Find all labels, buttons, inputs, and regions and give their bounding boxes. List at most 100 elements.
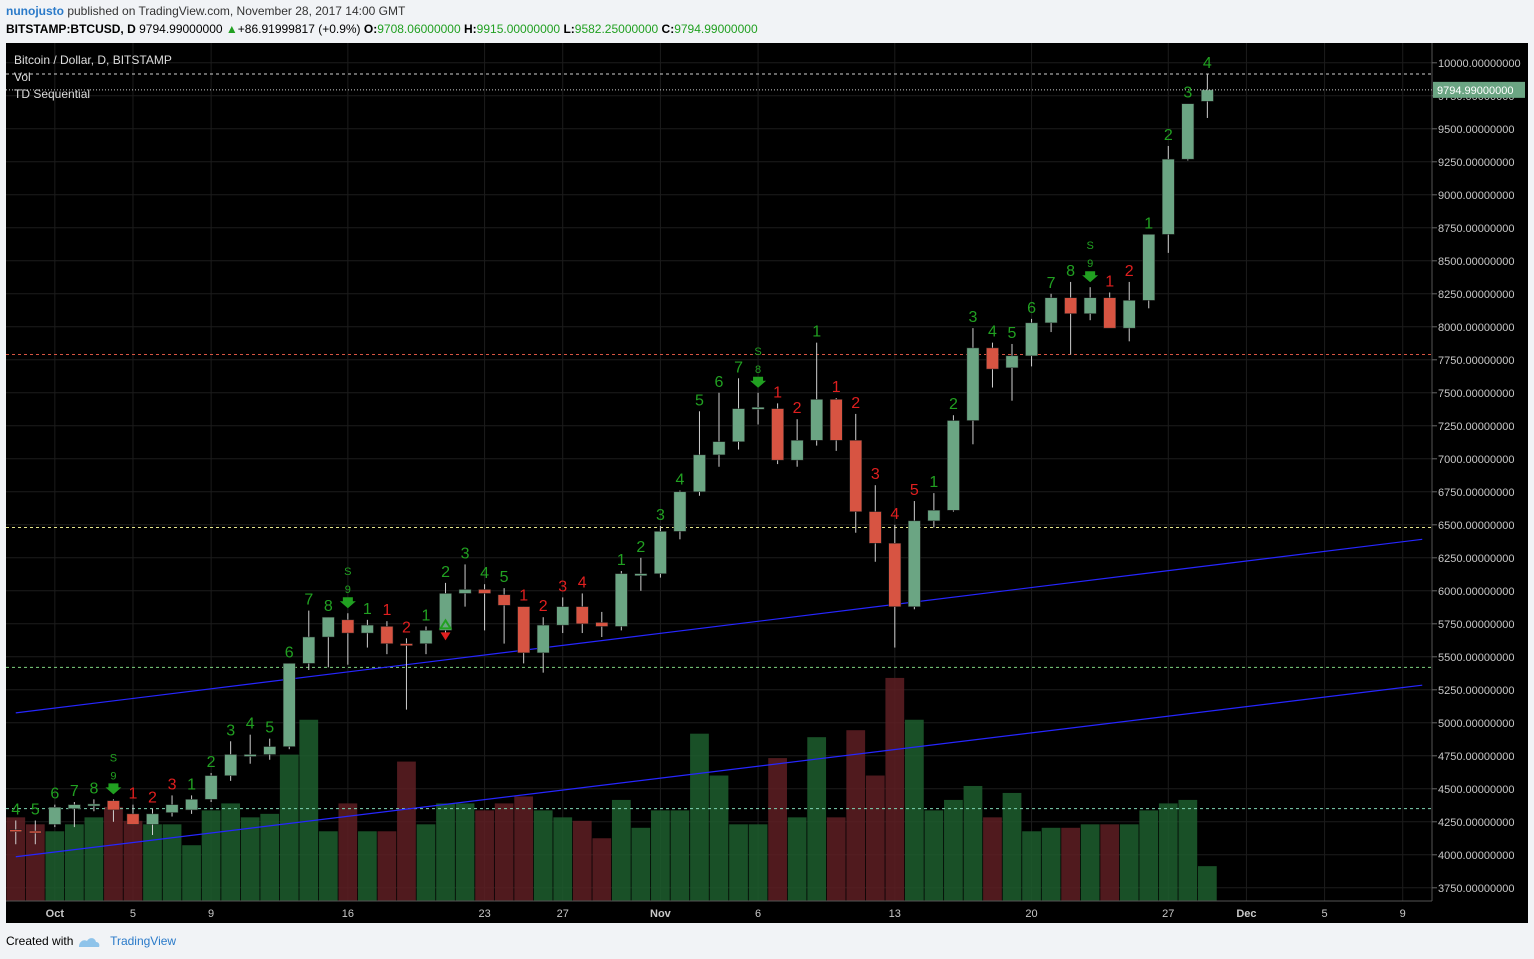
low-label: L: [563, 22, 575, 36]
price-axis[interactable] [1432, 43, 1528, 901]
candle-up [732, 408, 745, 442]
x-tick-label: 23 [478, 908, 490, 920]
sell-setup-arrow-icon [339, 597, 356, 609]
td-count: 1 [832, 379, 841, 396]
td-count: 3 [968, 309, 977, 326]
volume-bar [768, 758, 787, 901]
y-tick-label: 9500.00000000 [1438, 124, 1514, 136]
x-tick-label: Nov [650, 908, 672, 920]
td-count: 3 [168, 776, 177, 793]
volume-bar [338, 803, 358, 901]
close-value: 9794.99000000 [674, 22, 758, 36]
candle-up [1142, 234, 1156, 301]
candle-down [400, 643, 413, 646]
volume-bar [260, 813, 280, 901]
x-tick-label: 27 [557, 908, 569, 920]
y-tick-label: 8000.00000000 [1438, 322, 1514, 334]
td-count: 1 [812, 324, 821, 341]
candle-up [263, 746, 277, 755]
candle-up [1122, 300, 1136, 329]
candle-up [673, 491, 687, 532]
candle-up [87, 803, 101, 807]
x-tick-label: 9 [208, 908, 214, 920]
volume-bar [358, 831, 377, 901]
td-count: 4 [246, 716, 255, 733]
candle-up [927, 510, 941, 522]
volume-bar [553, 817, 573, 901]
volume-bar [240, 817, 260, 901]
candle-down [126, 813, 140, 825]
td-setup-mark: S [344, 566, 351, 578]
td-count: 2 [636, 539, 645, 556]
y-tick-label: 3750.00000000 [1438, 883, 1514, 895]
last-price: 9794.99000000 [139, 22, 223, 36]
td-count: 1 [1144, 215, 1153, 232]
y-tick-label: 8750.00000000 [1438, 223, 1514, 235]
candle-up [1181, 103, 1195, 160]
volume-bar [533, 810, 553, 901]
td-count: 1 [519, 588, 528, 605]
td-count: 1 [187, 776, 196, 793]
td-count: 7 [1047, 275, 1056, 292]
volume-bar [709, 775, 729, 901]
volume-bar [651, 810, 670, 901]
candle-down [849, 440, 863, 512]
volume-bar [1197, 866, 1217, 901]
candles [9, 74, 1214, 845]
td-count: 8 [755, 364, 761, 376]
td-count: 1 [382, 602, 391, 619]
td-count: 2 [402, 619, 411, 636]
candle-up [810, 399, 823, 441]
horizontal-lines [6, 73, 1432, 810]
candle-down [986, 347, 999, 370]
candle-up [458, 589, 472, 594]
td-setup-mark: S [1086, 240, 1093, 252]
candle-down [829, 399, 843, 441]
tradingview-link[interactable]: TradingView [110, 934, 177, 948]
volume-bar [1002, 792, 1022, 901]
sell-arrow-icon [440, 632, 451, 641]
vol-legend[interactable]: Vol [14, 70, 31, 84]
trendline [15, 684, 1423, 858]
volume-bar [983, 817, 1002, 901]
ohlc-row: BITSTAMP:BTCUSD, D 9794.99000000 ▲+86.91… [6, 22, 758, 36]
candle-up [536, 624, 550, 654]
td-legend[interactable]: TD Sequential [14, 87, 90, 101]
author-link[interactable]: nunojusto [6, 4, 64, 18]
td-count: 1 [617, 552, 626, 569]
candle-up [1005, 355, 1019, 368]
volume-bars [6, 677, 1217, 901]
volume-bar [1080, 824, 1100, 901]
open-label: O: [363, 22, 378, 36]
td-count: 4 [675, 471, 684, 488]
y-tick-label: 4250.00000000 [1438, 817, 1514, 829]
y-tick-label: 7500.00000000 [1438, 388, 1514, 400]
created-with-text: Created with [6, 934, 74, 948]
candle-up [790, 440, 804, 461]
y-tick-label: 5000.00000000 [1438, 718, 1514, 730]
td-count: 2 [207, 754, 216, 771]
td-count: 9 [345, 584, 351, 596]
x-tick-label: 9 [1400, 908, 1406, 920]
candle-up [204, 775, 218, 800]
volume-bar [318, 831, 338, 901]
volume-bar [592, 838, 612, 901]
footer: Created with TradingView [6, 934, 176, 949]
volume-bar [436, 803, 455, 901]
candle-up [1201, 89, 1214, 102]
y-tick-label: 8250.00000000 [1438, 289, 1514, 301]
td-count: 7 [304, 592, 313, 609]
volume-bar [397, 761, 416, 901]
candle-up [966, 347, 980, 421]
tradingview-logo-icon[interactable] [77, 935, 101, 949]
td-count: 6 [285, 644, 294, 661]
td-setup-mark: S [754, 346, 761, 358]
y-tick-label: 4500.00000000 [1438, 784, 1514, 796]
y-tick-label: 6250.00000000 [1438, 553, 1514, 565]
high-value: 9915.00000000 [476, 22, 561, 36]
td-count: 8 [89, 780, 98, 797]
volume-bar [963, 785, 983, 901]
candle-down [575, 606, 589, 625]
volume-bar [826, 817, 846, 901]
